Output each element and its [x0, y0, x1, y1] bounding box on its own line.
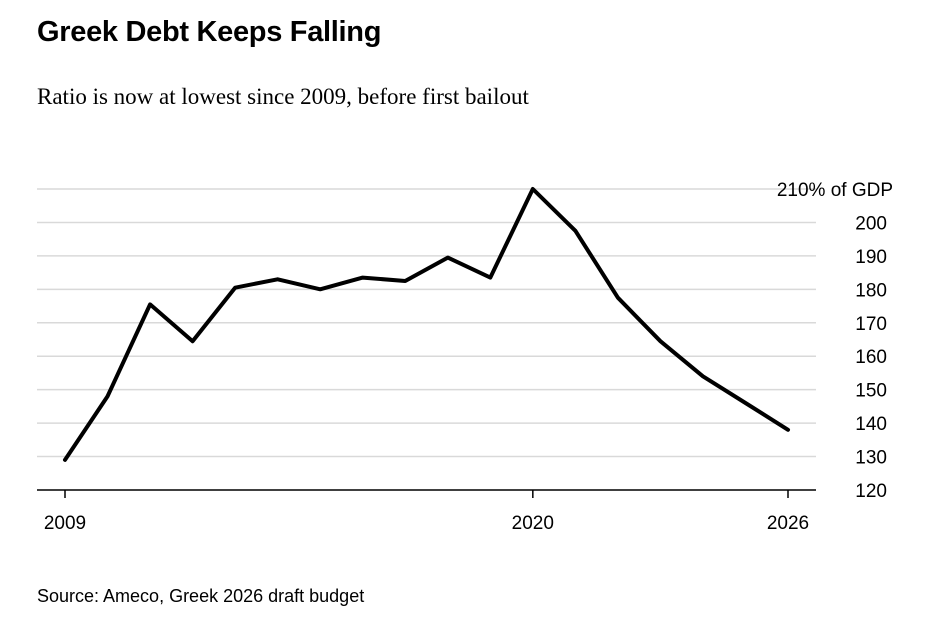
- data-point-2018: [445, 255, 451, 261]
- y-tick-label: 120: [855, 481, 887, 502]
- data-point-2019: [487, 275, 493, 281]
- data-point-2011: [147, 301, 153, 307]
- y-axis-ticks: 120 130 140 150 160 170 180 190 200 210% of GDP: [777, 180, 893, 502]
- source-note: Source: Ameco, Greek 2026 draft budget: [37, 586, 365, 606]
- data-point-2024: [700, 373, 706, 379]
- y-tick-label: 200: [855, 213, 887, 234]
- data-point-2023: [657, 338, 663, 344]
- data-point-2013: [232, 285, 238, 291]
- y-tick-label: 130: [855, 448, 887, 469]
- data-point-2016: [360, 275, 366, 281]
- data-point-2010: [105, 393, 111, 399]
- data-point-2025: [742, 400, 748, 406]
- x-tick-label: 2009: [44, 513, 86, 534]
- chart-title: Greek Debt Keeps Falling: [37, 16, 382, 48]
- x-tick-label: 2020: [512, 513, 554, 534]
- data-point-2015: [317, 286, 323, 292]
- data-point-2012: [190, 338, 196, 344]
- data-point-2009: [62, 457, 68, 463]
- chart-subtitle: Ratio is now at lowest since 2009, befor…: [37, 84, 529, 109]
- data-point-2022: [615, 295, 621, 301]
- y-tick-label: 150: [855, 381, 887, 402]
- data-point-2014: [275, 276, 281, 282]
- data-point-2026: [785, 427, 791, 433]
- gridlines: [37, 188, 816, 458]
- data-point-2020: [530, 186, 536, 192]
- y-tick-label: 170: [855, 314, 887, 335]
- x-axis: 2009 2020 2026: [37, 489, 816, 534]
- x-tick-label: 2026: [767, 513, 809, 534]
- data-point-2017: [402, 278, 408, 284]
- y-tick-label: 140: [855, 414, 887, 435]
- series-group: [62, 186, 791, 463]
- series-line-0: [63, 187, 790, 462]
- y-tick-label: 180: [855, 280, 887, 301]
- y-tick-label: 210% of GDP: [777, 180, 893, 201]
- y-tick-label: 160: [855, 347, 887, 368]
- data-point-2021: [572, 228, 578, 234]
- y-tick-label: 190: [855, 247, 887, 268]
